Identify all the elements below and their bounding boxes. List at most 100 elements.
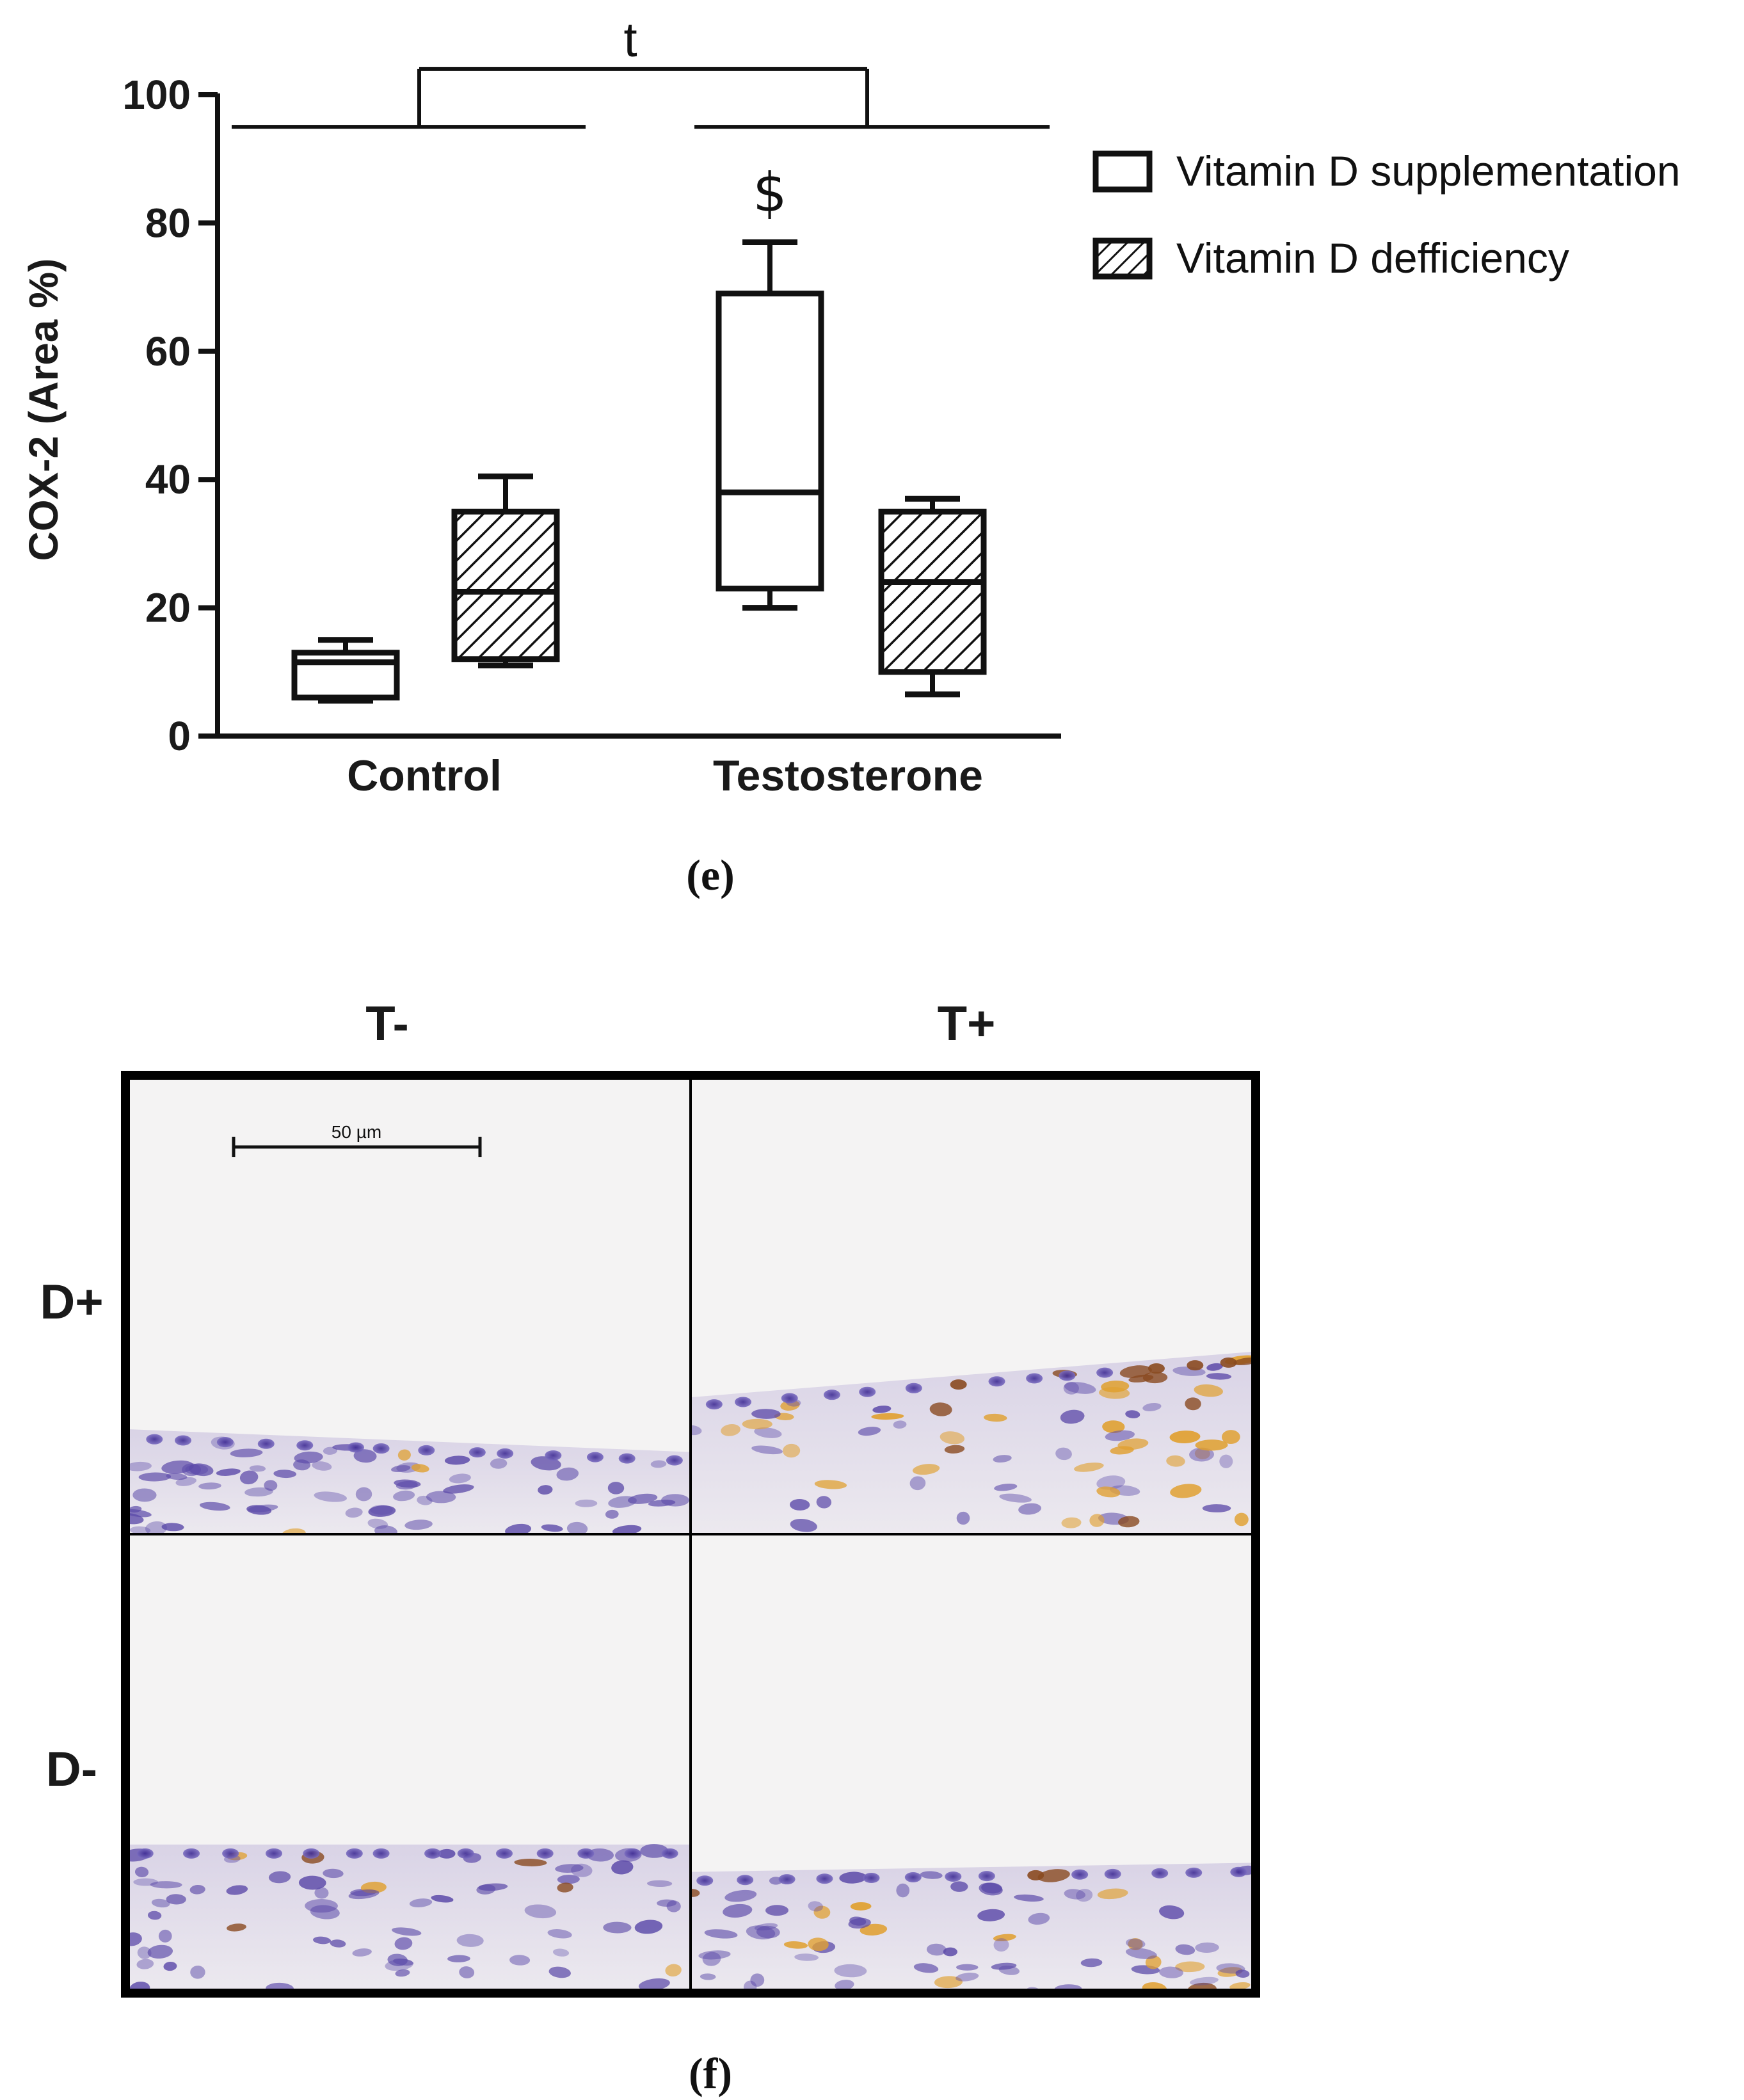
cell-nucleus bbox=[397, 1449, 411, 1461]
cell-nucleus bbox=[872, 1406, 892, 1413]
cell-nucleus bbox=[230, 1448, 263, 1457]
significance-brackets bbox=[232, 67, 1050, 129]
box-deficiency-control bbox=[451, 473, 560, 669]
cell-nucleus bbox=[816, 1496, 832, 1509]
cell-nucleus bbox=[137, 1946, 152, 1959]
box-supplementation-control bbox=[291, 637, 400, 704]
cell-nucleus bbox=[1028, 1912, 1050, 1925]
surface-nucleus bbox=[418, 1445, 435, 1455]
cell-nucleus bbox=[920, 1871, 943, 1879]
surface-nucleus bbox=[1027, 1870, 1044, 1880]
cell-nucleus bbox=[1170, 1484, 1202, 1498]
cell-nucleus bbox=[1128, 1374, 1154, 1383]
box-plot-chart: 0 20 40 60 80 100 COX-2 (Area %) Control Test… bbox=[20, 13, 1681, 800]
tile-d-plus-t-plus bbox=[691, 1078, 1253, 1534]
cell-nucleus bbox=[640, 1843, 669, 1858]
cell-nucleus bbox=[1105, 1430, 1135, 1441]
cell-nucleus bbox=[552, 1948, 570, 1957]
box-iqr bbox=[716, 291, 824, 592]
y-axis: 0 20 40 60 80 100 bbox=[122, 72, 220, 759]
cell-nucleus bbox=[1195, 1439, 1228, 1451]
cell-nucleus bbox=[227, 1923, 246, 1932]
surface-nucleus bbox=[545, 1450, 562, 1461]
cell-nucleus bbox=[273, 1470, 297, 1479]
surface-nucleus bbox=[978, 1871, 995, 1882]
micrograph-panel: T- T+ D+ D- 50 µm bbox=[40, 997, 1260, 1998]
surface-nucleus bbox=[266, 1848, 283, 1859]
cell-nucleus bbox=[447, 1955, 470, 1962]
cell-nucleus bbox=[1221, 1430, 1240, 1444]
cell-nucleus bbox=[548, 1966, 571, 1978]
cell-nucleus bbox=[161, 1523, 184, 1532]
cell-nucleus bbox=[783, 1941, 808, 1949]
cell-nucleus bbox=[293, 1459, 310, 1471]
cell-nucleus bbox=[395, 1969, 410, 1977]
cell-nucleus bbox=[147, 1911, 162, 1920]
y-tick-label: 80 bbox=[145, 200, 191, 246]
cell-nucleus bbox=[1206, 1363, 1223, 1371]
cell-nucleus bbox=[1089, 1514, 1105, 1527]
cell-nucleus bbox=[665, 1964, 682, 1977]
surface-nucleus bbox=[945, 1871, 962, 1882]
cell-nucleus bbox=[1195, 1942, 1219, 1953]
cell-nucleus bbox=[199, 1502, 230, 1511]
cell-nucleus bbox=[977, 1909, 1005, 1921]
cell-nucleus bbox=[943, 1947, 957, 1957]
cell-nucleus bbox=[509, 1955, 531, 1966]
row-label-d-plus: D+ bbox=[40, 1275, 103, 1329]
cell-nucleus bbox=[691, 1425, 702, 1436]
surface-nucleus bbox=[372, 1848, 390, 1859]
surface-nucleus bbox=[1151, 1868, 1169, 1879]
cell-nucleus bbox=[129, 1526, 151, 1534]
cell-nucleus bbox=[409, 1898, 433, 1907]
cell-nucleus bbox=[136, 1959, 154, 1969]
cell-nucleus bbox=[1102, 1420, 1125, 1434]
surface-nucleus bbox=[950, 1379, 967, 1390]
surface-nucleus bbox=[988, 1376, 1005, 1387]
cell-nucleus bbox=[1175, 1944, 1196, 1955]
cell-nucleus bbox=[1185, 1397, 1201, 1411]
legend-label-supplementation: Vitamin D supplementation bbox=[1176, 147, 1681, 195]
cell-nucleus bbox=[1166, 1455, 1185, 1467]
cell-nucleus bbox=[834, 1964, 867, 1978]
cell-nucleus bbox=[129, 1982, 150, 1991]
cell-nucleus bbox=[394, 1937, 413, 1950]
surface-nucleus bbox=[257, 1438, 275, 1449]
surface-nucleus bbox=[859, 1386, 876, 1397]
cell-nucleus bbox=[268, 1871, 291, 1884]
surface-nucleus bbox=[661, 1848, 678, 1859]
cell-nucleus bbox=[394, 1479, 421, 1488]
surface-nucleus bbox=[586, 1452, 604, 1463]
cell-nucleus bbox=[264, 1480, 278, 1491]
cell-nucleus bbox=[754, 1427, 782, 1438]
cell-nucleus bbox=[1096, 1486, 1121, 1498]
cell-nucleus bbox=[724, 1889, 757, 1902]
cell-nucleus bbox=[611, 1860, 634, 1875]
cell-nucleus bbox=[814, 1480, 847, 1489]
surface-nucleus bbox=[183, 1848, 200, 1859]
surface-nucleus bbox=[705, 1399, 723, 1410]
cell-nucleus bbox=[147, 1944, 173, 1959]
cell-nucleus bbox=[893, 1420, 907, 1429]
cell-nucleus bbox=[541, 1524, 563, 1532]
surface-nucleus bbox=[1185, 1867, 1203, 1878]
cell-nucleus bbox=[557, 1882, 573, 1893]
cell-nucleus bbox=[390, 1465, 411, 1473]
surface-nucleus bbox=[1059, 1370, 1076, 1381]
micrograph-tiles bbox=[128, 1078, 1253, 1991]
cell-nucleus bbox=[648, 1500, 676, 1507]
surface-nucleus bbox=[216, 1437, 234, 1448]
box-iqr bbox=[291, 650, 400, 701]
cell-nucleus bbox=[1169, 1431, 1201, 1444]
cell-nucleus bbox=[1189, 1976, 1219, 1985]
cell-nucleus bbox=[896, 1883, 910, 1898]
cell-nucleus bbox=[305, 1899, 338, 1913]
surface-nucleus bbox=[136, 1848, 154, 1859]
box-iqr bbox=[451, 508, 560, 662]
cell-nucleus bbox=[627, 1493, 658, 1504]
surface-nucleus bbox=[497, 1448, 514, 1459]
cell-nucleus bbox=[312, 1461, 332, 1471]
surface-nucleus bbox=[577, 1848, 595, 1859]
cell-nucleus bbox=[940, 1431, 965, 1445]
cell-nucleus bbox=[538, 1485, 553, 1495]
